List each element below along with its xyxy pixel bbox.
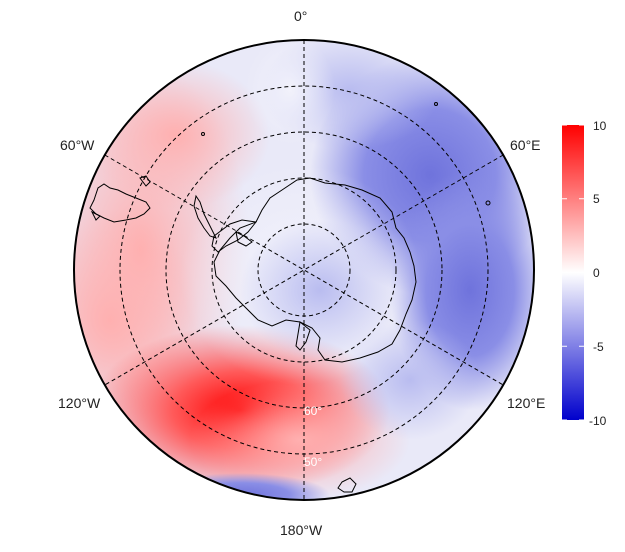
colorbar-tick-label: -5 [593, 340, 604, 354]
colorbar-tick-label: 0 [593, 266, 600, 280]
coastline-peninsula [193, 194, 253, 247]
lon-label-120e: 120°E [507, 395, 546, 411]
colorbar-ticks [562, 124, 584, 421]
colorbar-tick-label: -10 [589, 414, 607, 428]
colorbar-tick-label: 5 [593, 192, 600, 206]
lat-ring [165, 131, 443, 409]
lon-label-60e: 60°E [510, 137, 541, 153]
coastline-antarctica [211, 177, 417, 363]
lat-label-50: 50° [304, 455, 323, 469]
colorbar-tick-label: 10 [593, 119, 607, 133]
field-layer [74, 40, 534, 500]
field-region [240, 220, 400, 360]
map-boundary [73, 39, 535, 501]
field-region [150, 473, 330, 500]
lat-label-60: 60° [304, 404, 323, 418]
coastline-south-america [89, 175, 151, 223]
lon-label-60w: 60°W [60, 137, 95, 153]
lat-ring [211, 177, 397, 363]
colorbar [562, 125, 584, 420]
lon-label-120w: 120°W [58, 395, 101, 411]
lon-label-180w: 180°W [280, 522, 323, 538]
field-region [245, 40, 335, 145]
islands [201, 102, 491, 493]
lon-label-0: 0° [294, 8, 308, 24]
